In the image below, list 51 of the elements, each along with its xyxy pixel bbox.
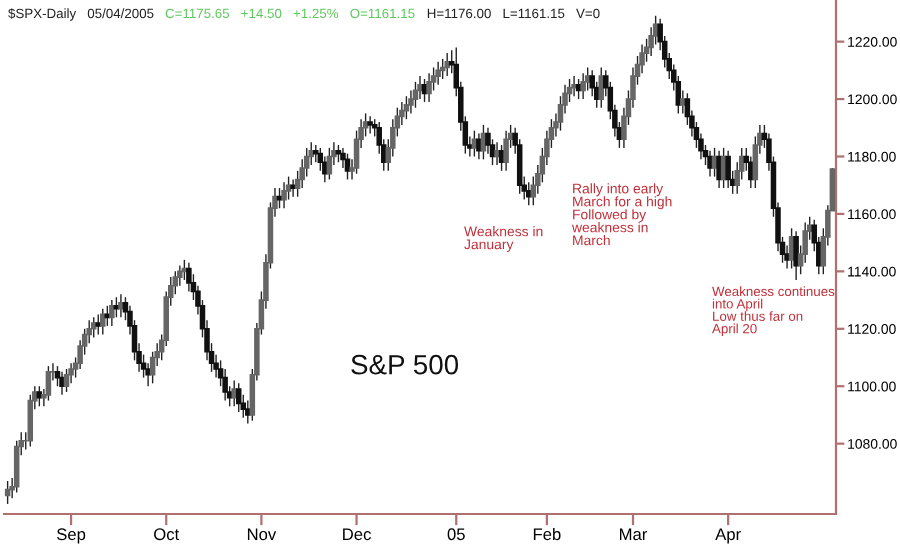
candlestick [412,81,419,109]
candlestick [290,178,296,198]
candlestick [100,307,106,336]
candlestick [494,141,500,166]
candlestick [281,181,287,209]
candlestick [95,313,102,336]
candlestick [793,230,799,281]
candlestick [245,399,251,425]
candlestick [59,371,65,396]
candlestick [68,362,74,385]
candlestick [186,262,192,293]
candlestick [444,52,450,77]
candlestick [285,175,292,201]
candlestick [231,379,237,408]
candlestick [571,75,577,97]
candlestick [149,351,156,385]
x-tick-label: Feb [533,527,561,541]
candlestick [580,72,586,100]
candlestick [476,132,482,161]
candlestick [222,368,228,402]
candlestick [503,129,509,172]
candlestick [426,72,432,103]
annotation: S&P 500 [351,354,459,375]
candlestick [367,115,373,135]
candlestick [326,147,333,181]
candlestick [45,365,52,402]
x-tick-label: Apr [715,528,741,544]
x-tick-label: Oct [154,528,180,541]
candlestick [525,181,532,207]
candlestick [36,385,43,408]
x-tick-label: Nov [247,528,277,541]
candlestick [408,89,414,115]
candlestick [716,150,722,189]
candlestick [13,440,20,494]
candlestick [707,150,713,178]
candlestick [417,75,423,100]
candlestick [177,264,183,287]
candlestick [118,293,124,318]
candlestick [27,394,34,448]
candlestick [63,368,70,393]
candlestick [725,150,731,189]
x-tick-label: Mar [620,528,648,541]
candlestick [109,299,115,327]
x-tick-label: 05 [447,528,465,541]
candlestick [322,155,328,184]
candlestick [90,316,97,339]
candlestick [113,296,120,318]
candlestick [235,382,242,413]
x-tick-label: Dec [343,528,371,541]
x-tick-label: Sep [57,528,86,544]
candlestick [435,61,441,86]
